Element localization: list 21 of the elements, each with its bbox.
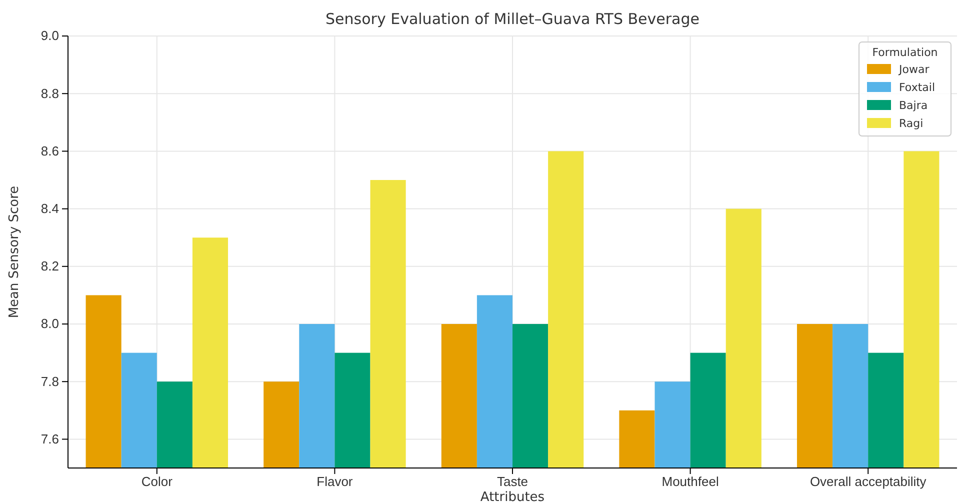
legend-label: Foxtail [899,81,936,94]
legend-label: Jowar [898,63,930,76]
y-tick-label: 8.8 [40,86,59,101]
y-tick-label: 9.0 [40,28,59,44]
y-tick-label: 8.0 [40,316,59,332]
x-tick-label: Overall acceptability [810,474,927,490]
x-tick-label: Mouthfeel [662,474,719,490]
y-tick-label: 7.6 [40,431,59,446]
y-tick-label: 7.8 [40,374,59,389]
x-axis-title: Attributes [480,490,545,504]
x-tick-label: Color [141,474,174,490]
legend-label: Bajra [899,99,928,112]
y-tick-label: 8.2 [40,258,59,274]
x-tick-label: Flavor [316,474,354,490]
y-tick-label: 8.4 [40,200,59,216]
legend-label: Ragi [899,117,924,130]
legend-title: Formulation [872,46,938,59]
x-tick-label: Taste [496,474,528,490]
y-tick-label: 8.6 [40,143,59,158]
y-axis-title: Mean Sensory Score [7,186,22,318]
chart-title: Sensory Evaluation of Millet–Guava RTS Beverage [326,10,700,28]
